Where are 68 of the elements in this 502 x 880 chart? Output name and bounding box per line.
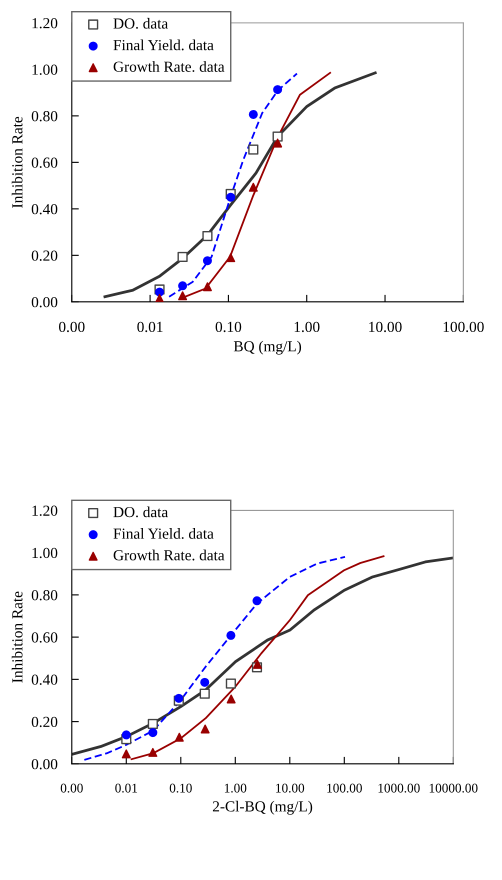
y-tick-label: 1.20 bbox=[32, 18, 58, 28]
point bbox=[202, 230, 213, 242]
y-axis-title: Inhibition Rate bbox=[12, 592, 22, 683]
point bbox=[148, 718, 158, 730]
y-tick-label: 1.00 bbox=[32, 64, 58, 75]
x-axis-title: 2-Cl-BQ (mg/L) bbox=[212, 800, 312, 815]
point bbox=[248, 110, 258, 119]
x-tick-label: 0.01 bbox=[137, 322, 163, 332]
x-tick-label: 100.00 bbox=[444, 322, 484, 332]
point bbox=[273, 138, 282, 148]
x-tick-label: 0.00 bbox=[60, 784, 83, 793]
point bbox=[202, 282, 212, 292]
y-tick-label: 0.80 bbox=[32, 590, 58, 600]
point bbox=[178, 291, 188, 300]
point bbox=[252, 596, 262, 606]
y-tick-label: 1.20 bbox=[32, 506, 58, 516]
point bbox=[200, 724, 210, 734]
point bbox=[272, 131, 283, 142]
x-tick-label: 0.01 bbox=[115, 784, 138, 793]
x-tick-label: 0.10 bbox=[216, 322, 242, 332]
point bbox=[178, 252, 188, 262]
point bbox=[252, 660, 262, 669]
point bbox=[273, 85, 282, 94]
y-tick-label: 0.00 bbox=[32, 296, 58, 308]
y-tick-label: 0.80 bbox=[32, 111, 58, 122]
x-tick-label: 10.00 bbox=[276, 784, 304, 793]
point bbox=[148, 748, 158, 757]
point bbox=[202, 256, 212, 266]
x-tick-label: 0.10 bbox=[170, 784, 192, 793]
x-tick-label: 10000.00 bbox=[430, 784, 478, 793]
point bbox=[122, 730, 131, 740]
point bbox=[226, 630, 236, 640]
y-tick-label: 0.40 bbox=[32, 204, 58, 214]
legend-label: Final Yield. data bbox=[113, 528, 214, 539]
legend-label: Growth Rate. data bbox=[114, 550, 224, 560]
y-tick-label: 0.20 bbox=[32, 250, 58, 261]
x-tick-label: 1.00 bbox=[224, 784, 246, 793]
point bbox=[248, 144, 258, 155]
x-tick-label: 1.00 bbox=[294, 322, 320, 332]
x-tick-label: 0.00 bbox=[59, 322, 85, 332]
x-tick-label: 10.00 bbox=[369, 322, 402, 332]
x-tick-label: 1000.00 bbox=[378, 784, 420, 793]
x-tick-label: 100.00 bbox=[327, 784, 362, 793]
y-tick-label: 0.60 bbox=[32, 632, 58, 643]
legend-label: DO. data bbox=[113, 18, 168, 29]
y-axis-title: Inhibition Rate bbox=[12, 116, 22, 208]
point bbox=[226, 253, 236, 262]
point bbox=[155, 288, 164, 297]
point bbox=[174, 732, 184, 742]
y-tick-label: 0.00 bbox=[32, 758, 58, 770]
legend-label: Final Yield. data bbox=[113, 40, 214, 50]
point bbox=[200, 688, 210, 699]
y-tick-label: 0.20 bbox=[32, 716, 58, 728]
point bbox=[226, 192, 236, 202]
point bbox=[148, 728, 158, 738]
point bbox=[174, 694, 184, 703]
point bbox=[178, 281, 188, 290]
x-axis-title: BQ (mg/L) bbox=[234, 340, 302, 355]
point bbox=[200, 678, 210, 687]
legend-label: DO. data bbox=[113, 506, 168, 518]
point bbox=[248, 182, 258, 192]
y-tick-label: 0.60 bbox=[32, 158, 58, 168]
point bbox=[122, 749, 131, 758]
point bbox=[226, 694, 236, 704]
y-tick-label: 1.00 bbox=[32, 548, 58, 558]
legend-label: Growth Rate. data bbox=[114, 61, 224, 72]
point bbox=[226, 678, 236, 689]
y-tick-label: 0.40 bbox=[32, 674, 58, 685]
